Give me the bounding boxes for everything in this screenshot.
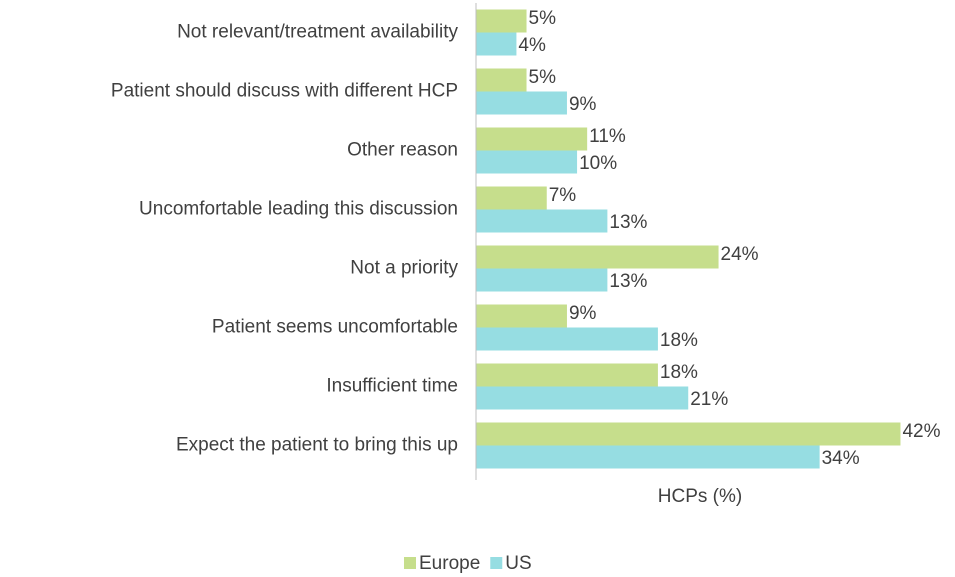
bar xyxy=(476,32,517,56)
data-label: 11% xyxy=(589,126,626,147)
bar xyxy=(476,327,658,351)
data-label: 34% xyxy=(822,448,860,469)
bar xyxy=(476,422,901,446)
bar xyxy=(476,9,527,33)
y-tick-label: Expect the patient to bring this up xyxy=(176,435,458,456)
x-axis-label: HCPs (%) xyxy=(658,486,742,507)
bar xyxy=(476,304,567,328)
y-tick-label: Insufficient time xyxy=(326,376,458,397)
legend-label: US xyxy=(505,553,531,574)
bar xyxy=(476,363,658,387)
bar xyxy=(476,386,689,410)
data-label: 10% xyxy=(579,153,617,174)
bar xyxy=(476,209,608,233)
bar xyxy=(476,150,578,174)
bar xyxy=(476,68,527,92)
y-tick-label: Other reason xyxy=(347,140,458,161)
y-tick-label: Not relevant/treatment availability xyxy=(177,22,458,43)
legend-label: Europe xyxy=(419,553,480,574)
data-label: 42% xyxy=(902,421,940,442)
bar xyxy=(476,91,567,115)
y-tick-label: Patient seems uncomfortable xyxy=(212,317,458,338)
data-label: 21% xyxy=(690,389,728,410)
bar xyxy=(476,445,820,469)
legend-swatch xyxy=(404,557,416,569)
data-label: 13% xyxy=(609,212,647,233)
bar xyxy=(476,127,588,151)
data-label: 24% xyxy=(721,244,759,265)
data-label: 9% xyxy=(569,303,597,324)
data-label: 13% xyxy=(609,271,647,292)
data-label: 4% xyxy=(518,35,546,56)
y-tick-label: Patient should discuss with different HC… xyxy=(111,81,458,102)
y-tick-label: Not a priority xyxy=(350,258,458,279)
data-label: 5% xyxy=(529,8,557,29)
bar xyxy=(476,245,719,269)
bar xyxy=(476,268,608,292)
legend-swatch xyxy=(490,557,503,569)
data-label: 5% xyxy=(529,67,557,88)
data-label: 18% xyxy=(660,362,698,383)
data-label: 18% xyxy=(660,330,698,351)
y-tick-label: Uncomfortable leading this discussion xyxy=(139,199,458,220)
data-label: 7% xyxy=(549,185,577,206)
bar xyxy=(476,186,547,210)
data-label: 9% xyxy=(569,94,597,115)
